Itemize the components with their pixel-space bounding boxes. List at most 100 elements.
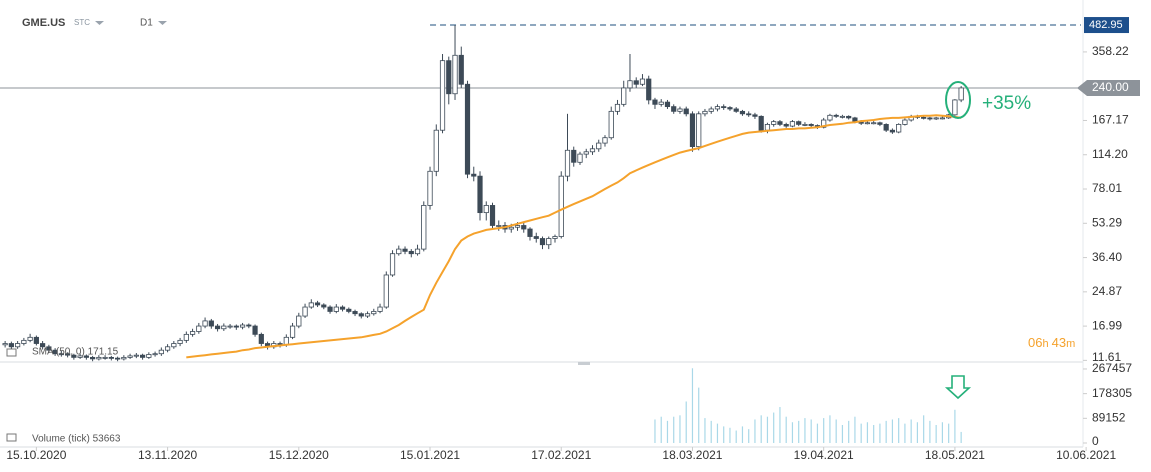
y-tick-label: 16.99 xyxy=(1092,318,1122,332)
candle-body xyxy=(164,346,171,351)
symbol: GME.US xyxy=(22,17,65,29)
candle-body xyxy=(189,331,196,335)
y-tick-label: 178305 xyxy=(1092,386,1132,400)
candle-body xyxy=(721,106,727,109)
candle-body xyxy=(90,356,96,360)
candle-body xyxy=(646,78,652,101)
candle-body xyxy=(833,114,839,117)
candle-body xyxy=(40,343,46,348)
candle-body xyxy=(877,122,883,125)
candle-body xyxy=(52,349,58,355)
dropdown[interactable] xyxy=(95,21,104,25)
candle-body xyxy=(202,320,208,327)
candle-body xyxy=(214,325,221,330)
candle-body xyxy=(321,304,327,308)
candle-body xyxy=(733,108,739,112)
candle-body xyxy=(864,122,871,125)
candle-body xyxy=(314,302,321,306)
candle-body xyxy=(339,306,346,310)
candle-body xyxy=(252,325,258,335)
candle-body xyxy=(671,106,677,112)
candle-body xyxy=(102,356,108,359)
candle-body xyxy=(427,170,433,206)
legend-icon[interactable] xyxy=(6,433,17,442)
candle-body xyxy=(471,173,477,177)
down-arrow xyxy=(944,375,972,400)
candle-body xyxy=(296,315,302,327)
countdown: 06h 43m xyxy=(1028,335,1075,350)
candle-body xyxy=(952,99,958,116)
candle-body xyxy=(221,325,227,330)
x-tick-label: 15.01.2021 xyxy=(400,448,460,462)
candle-body xyxy=(571,149,577,163)
candle-body xyxy=(433,129,439,172)
candle-body xyxy=(577,153,583,163)
current-price-label: 240.00 xyxy=(1092,80,1129,94)
y-tick-label: 358.22 xyxy=(1092,44,1129,58)
candle-body xyxy=(508,226,514,230)
candle-body xyxy=(839,115,846,118)
x-tick-label: 15.12.2020 xyxy=(269,448,329,462)
candle-body xyxy=(658,101,664,105)
interval[interactable]: D1 xyxy=(140,18,153,29)
candle-body xyxy=(533,236,539,239)
candle-body xyxy=(158,349,164,355)
candle-body xyxy=(364,313,371,317)
candle-body xyxy=(302,306,308,317)
candle-body xyxy=(8,343,14,348)
x-tick-label: 18.03.2021 xyxy=(662,448,722,462)
candle-body xyxy=(933,117,939,120)
candle-body xyxy=(27,336,33,341)
candle-body xyxy=(65,353,71,356)
y-tick-label: 0 xyxy=(1092,434,1099,448)
candle-body xyxy=(896,124,902,133)
candle-body xyxy=(483,205,489,214)
candle-body xyxy=(883,124,889,131)
candle-body xyxy=(496,225,502,227)
candle-body xyxy=(477,175,483,214)
candle-body xyxy=(758,115,764,131)
candle-body xyxy=(383,274,389,308)
candle-body xyxy=(783,124,789,127)
candle-body xyxy=(127,355,133,358)
candle-body xyxy=(564,149,571,177)
candle-body xyxy=(714,106,721,110)
x-tick-label: 19.04.2021 xyxy=(794,448,854,462)
x-tick-label: 18.05.2021 xyxy=(925,448,985,462)
candle-body xyxy=(821,119,827,128)
candle-body xyxy=(196,325,202,332)
candle-body xyxy=(889,129,896,133)
splitter[interactable] xyxy=(578,362,590,365)
candle-body xyxy=(614,103,621,112)
candle-body xyxy=(439,60,446,131)
candle-body xyxy=(177,339,183,344)
y-tick-label: 114.20 xyxy=(1092,147,1128,161)
candle-body xyxy=(414,248,421,255)
candle-body xyxy=(452,54,458,95)
candle-body xyxy=(602,137,608,144)
high-label: 482.95 xyxy=(1089,19,1123,31)
candle-body xyxy=(739,110,746,115)
candle-body xyxy=(552,236,558,239)
candle-body xyxy=(77,355,83,358)
candle-body xyxy=(689,113,696,148)
candle-body xyxy=(633,80,639,85)
candle-body xyxy=(683,108,689,115)
candle-body xyxy=(789,121,796,127)
candle-body xyxy=(596,142,602,150)
candle-body xyxy=(589,148,596,153)
y-tick-label: 267457 xyxy=(1092,361,1132,375)
candle-body xyxy=(233,325,239,328)
candle-body xyxy=(921,116,927,119)
candle-body xyxy=(2,343,8,346)
volume-legend: Volume (tick) 53663 xyxy=(32,434,121,445)
candle-body xyxy=(521,225,527,230)
candle-body xyxy=(627,80,633,89)
candle-body xyxy=(558,175,564,237)
candle-body xyxy=(808,124,814,126)
candle-body xyxy=(183,333,189,341)
candle-body xyxy=(289,325,296,338)
dropdown[interactable] xyxy=(158,21,167,25)
legend-icon[interactable] xyxy=(6,348,17,357)
